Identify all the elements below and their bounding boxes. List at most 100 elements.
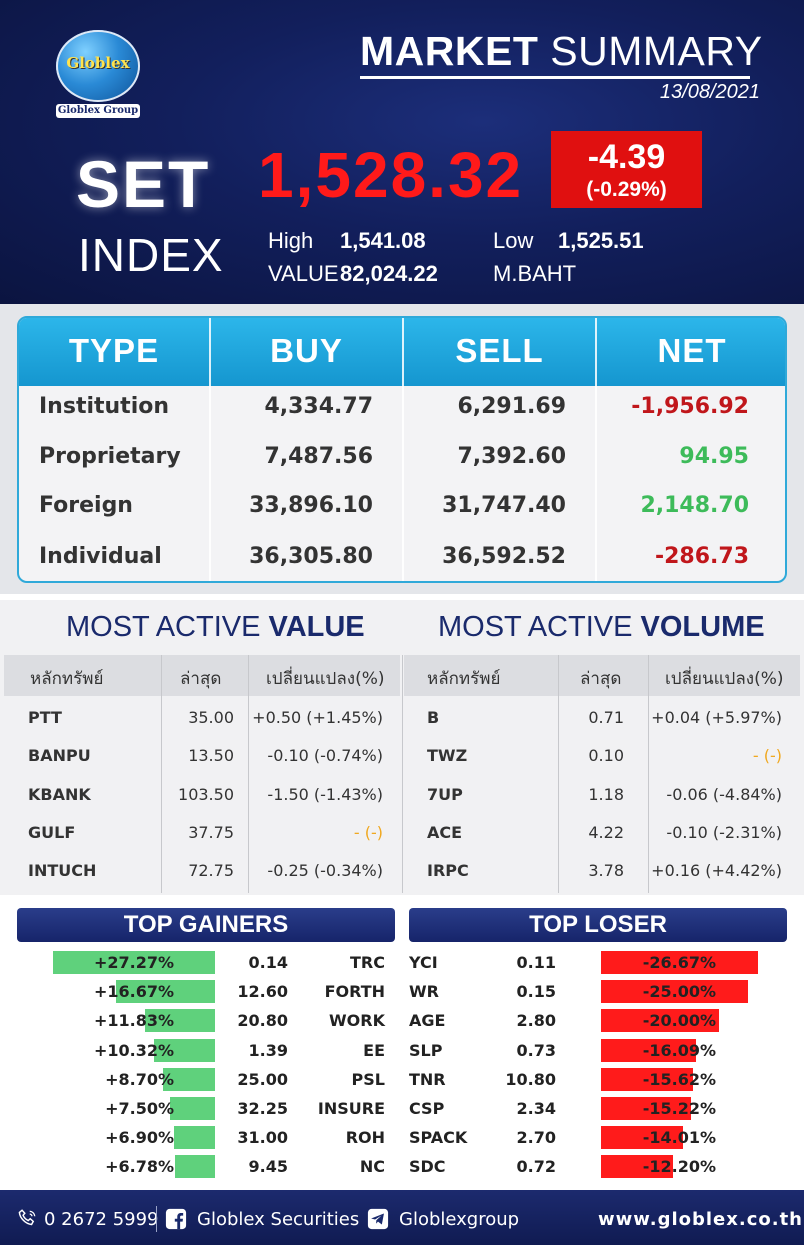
table-row-symbol: B: [427, 708, 440, 727]
col-change: เปลี่ยนแปลง(%): [266, 669, 385, 689]
value-unit: M.BAHT: [493, 261, 577, 286]
footer-facebook[interactable]: Globlex Securities: [197, 1209, 360, 1230]
gainer-pct: +6.90%: [105, 1128, 174, 1147]
loser-pct: -25.00%: [642, 982, 716, 1001]
loser-price: 0.15: [516, 982, 556, 1001]
table-row-last: 0.71: [588, 708, 624, 727]
table-row-change: -1.50 (-1.43%): [267, 785, 383, 804]
loser-bar: [601, 980, 748, 1003]
globlex-logo[interactable]: Globlex Globlex Group: [56, 30, 140, 118]
gainer-pct: +7.50%: [105, 1099, 174, 1118]
high-label: High: [268, 228, 314, 253]
value-amount: 82,024.22: [340, 261, 438, 286]
gainer-pct: +8.70%: [105, 1070, 174, 1089]
value-label: VALUE: [268, 261, 339, 286]
gainer-bar: [175, 1155, 215, 1178]
col-symbol: หลักทรัพย์: [427, 669, 501, 689]
section-divider: [402, 655, 403, 893]
gainer-symbol: TRC: [350, 953, 385, 972]
table-row-change: - (-): [752, 746, 782, 765]
gainer-price: 25.00: [237, 1070, 288, 1089]
loser-symbol: YCI: [409, 953, 438, 972]
footer-telegram[interactable]: Globlexgroup: [399, 1209, 520, 1230]
most-active-value-title: MOST ACTIVE VALUE: [66, 611, 365, 655]
gainer-price: 32.25: [237, 1099, 288, 1118]
index-change-badge: -4.39 (-0.29%): [551, 131, 702, 208]
column-divider: [402, 318, 404, 581]
gainer-price: 0.14: [248, 953, 288, 972]
header-buy: BUY: [270, 332, 343, 369]
table-row-last: 72.75: [188, 861, 234, 880]
index-label: INDEX: [78, 229, 224, 281]
investor-net: -1,956.92: [631, 394, 749, 419]
table-row-change: +0.50 (+1.45%): [252, 708, 383, 727]
table-row-change: -0.25 (-0.34%): [267, 861, 383, 880]
table-row-symbol: GULF: [28, 823, 76, 842]
gainer-price: 20.80: [237, 1011, 288, 1030]
loser-pct: -15.62%: [642, 1070, 716, 1089]
loser-bar: [601, 1097, 691, 1120]
gainer-symbol: ROH: [345, 1128, 385, 1147]
set-label: SET: [76, 147, 211, 221]
table-row-change: -0.06 (-4.84%): [666, 785, 782, 804]
table-row-change: +0.16 (+4.42%): [651, 861, 782, 880]
table-row-last: 1.18: [588, 785, 624, 804]
gainer-pct: +27.27%: [93, 953, 174, 972]
gainer-bar: [174, 1126, 215, 1149]
loser-bar: [601, 1155, 673, 1178]
most-active-volume-title: MOST ACTIVE VOLUME: [438, 611, 765, 655]
top-gainers-title: TOP GAINERS: [17, 908, 395, 942]
report-date: 13/08/2021: [659, 81, 760, 103]
loser-bar: [601, 1068, 693, 1091]
loser-symbol: TNR: [409, 1070, 446, 1089]
loser-bar: [601, 951, 758, 974]
column-divider: [595, 318, 597, 581]
gainer-bar: [170, 1097, 215, 1120]
loser-bar: [601, 1126, 683, 1149]
index-change: -4.39: [587, 138, 666, 176]
title-rest: SUMMARY: [538, 28, 763, 74]
gainer-pct: +6.78%: [105, 1157, 174, 1176]
loser-price: 0.11: [516, 953, 556, 972]
gainer-symbol: INSURE: [317, 1099, 385, 1118]
loser-price: 2.80: [516, 1011, 556, 1030]
logo-word: Globlex: [66, 54, 130, 72]
investor-type: Institution: [39, 394, 170, 419]
table-row-last: 35.00: [188, 708, 234, 727]
footer-divider: [156, 1206, 157, 1232]
globe-icon: [56, 30, 140, 102]
most-active-value-header: [4, 655, 400, 696]
title-bold: VALUE: [268, 611, 365, 643]
loser-price: 10.80: [505, 1070, 556, 1089]
gainer-symbol: EE: [363, 1041, 385, 1060]
investor-sell: 7,392.60: [457, 444, 566, 469]
investor-type: Individual: [39, 544, 162, 569]
most-active-volume-header: [404, 655, 800, 696]
loser-symbol: AGE: [409, 1011, 446, 1030]
col-last: ล่าสุด: [580, 669, 622, 689]
footer-website[interactable]: www.globlex.co.th: [598, 1209, 803, 1230]
footer-phone[interactable]: 0 2672 5999: [44, 1209, 159, 1230]
investor-sell: 31,747.40: [442, 493, 566, 518]
title-plain: MOST ACTIVE: [438, 611, 641, 643]
gainer-price: 9.45: [248, 1157, 288, 1176]
logo-group-label: Globlex Group: [56, 104, 140, 118]
gainer-bar: [154, 1039, 215, 1062]
gainer-pct: +16.67%: [93, 982, 174, 1001]
investor-net: 2,148.70: [640, 493, 749, 518]
col-change: เปลี่ยนแปลง(%): [665, 669, 784, 689]
investor-buy: 4,334.77: [264, 394, 373, 419]
gainer-symbol: PSL: [351, 1070, 385, 1089]
loser-pct: -26.67%: [642, 953, 716, 972]
top-loser-title: TOP LOSER: [409, 908, 787, 942]
table-row-last: 3.78: [588, 861, 624, 880]
table-row-change: -0.10 (-0.74%): [267, 746, 383, 765]
loser-symbol: SLP: [409, 1041, 443, 1060]
gainer-symbol: WORK: [329, 1011, 385, 1030]
table-row-symbol: ACE: [427, 823, 463, 842]
table-row-last: 13.50: [188, 746, 234, 765]
table-row-last: 37.75: [188, 823, 234, 842]
index-value: 1,528.32: [258, 139, 524, 211]
investor-table: TYPE BUY SELL NET Institution 4,334.77 6,2…: [17, 316, 787, 583]
investor-sell: 36,592.52: [442, 544, 566, 569]
